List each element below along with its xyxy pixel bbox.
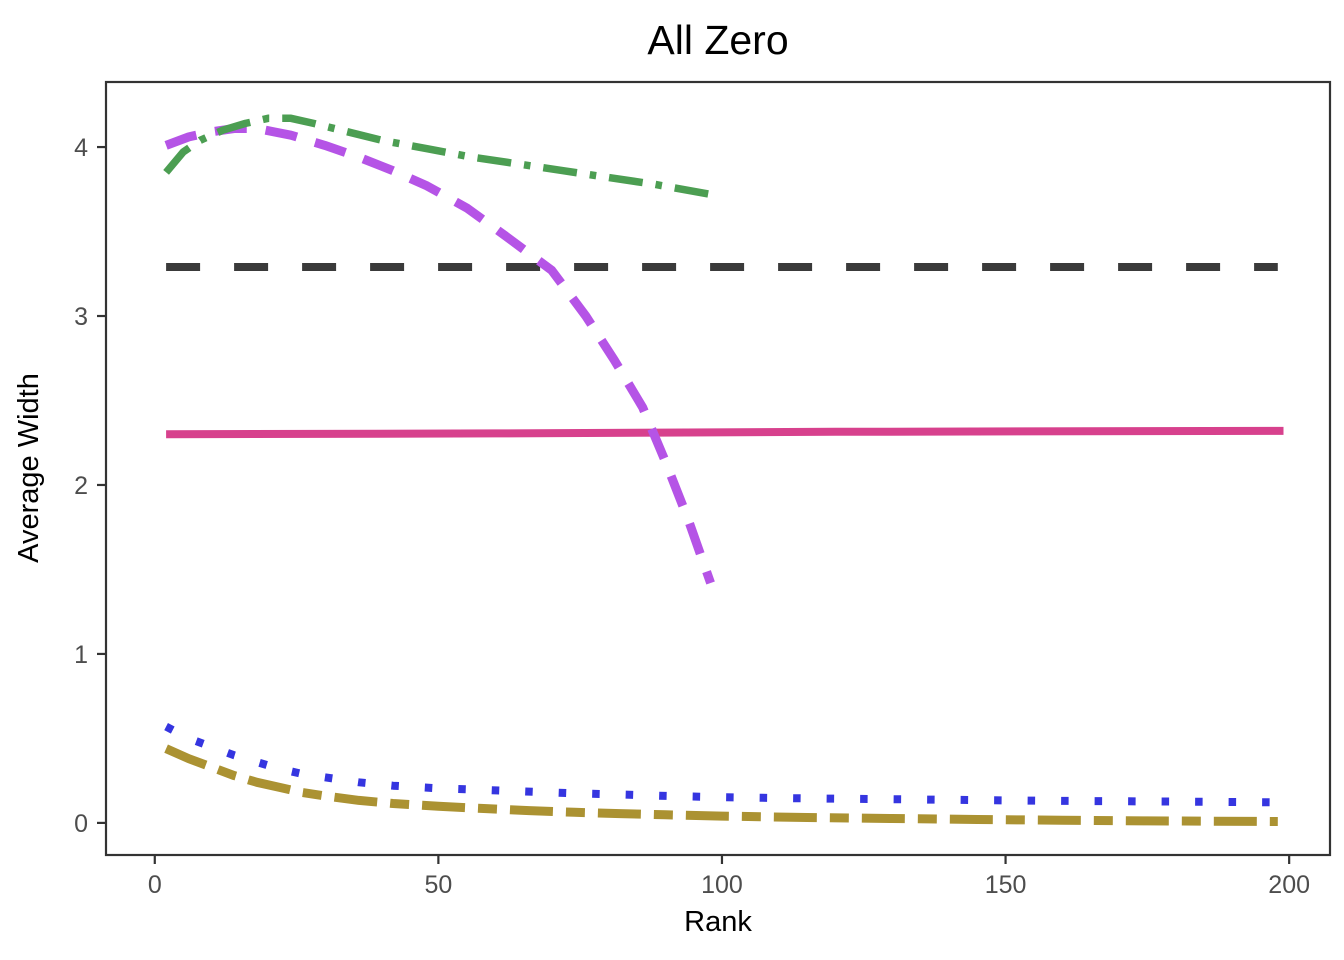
x-tick-label: 150: [985, 871, 1027, 899]
series-line-pink-solid: [166, 426, 1284, 439]
y-tick-label: 2: [74, 472, 88, 500]
y-axis-title: Average Width: [13, 373, 45, 563]
x-axis-title: Rank: [684, 906, 752, 938]
x-tick-label: 200: [1268, 871, 1310, 899]
panel-border: [104, 80, 1332, 857]
axis-ticks: [97, 145, 1291, 864]
chart-title: All Zero: [647, 17, 788, 63]
series-line-olive-longdash-shortdash: [164, 744, 1278, 826]
series-line-blue-dotted: [164, 723, 1278, 807]
x-tick-label: 100: [701, 871, 743, 899]
x-tick-label: 0: [148, 871, 162, 899]
y-tick-label: 1: [74, 641, 88, 669]
x-tick-label: 50: [424, 871, 452, 899]
series-line-purple-dashed: [164, 124, 715, 585]
series-line-green-dotdash: [163, 114, 712, 199]
data-series-lines: [163, 114, 1284, 826]
y-tick-label: 0: [74, 810, 88, 838]
axis-tick-labels: 0 50 100 150 200 0 1 2 3 4: [74, 134, 1310, 899]
y-tick-label: 4: [74, 134, 88, 162]
y-tick-label: 3: [74, 303, 88, 331]
